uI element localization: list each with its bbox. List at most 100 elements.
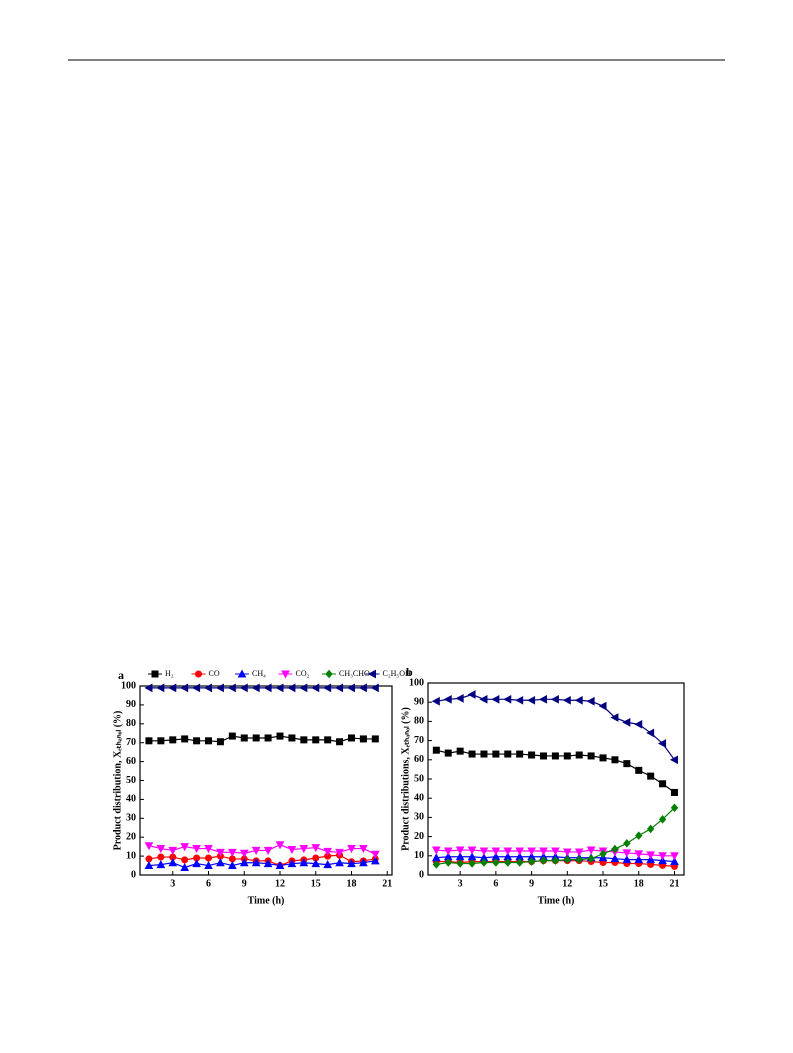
legend-marker	[195, 670, 202, 678]
marker	[347, 859, 356, 868]
marker	[144, 860, 154, 870]
x-tick-label: 3	[170, 878, 175, 889]
x-tick-label: 18	[634, 878, 644, 889]
marker	[527, 695, 536, 705]
x-axis-label: Time (h)	[248, 895, 285, 906]
x-tick-label: 3	[458, 878, 463, 889]
y-tick-label: 70	[414, 735, 424, 746]
marker	[550, 694, 559, 704]
y-tick-label: 10	[126, 850, 136, 861]
marker	[610, 713, 619, 722]
marker	[144, 842, 154, 851]
legend-label: H₂	[165, 669, 174, 678]
marker	[287, 683, 296, 693]
y-tick-label: 60	[126, 756, 136, 767]
marker	[251, 858, 261, 867]
marker	[347, 734, 355, 742]
marker	[358, 683, 367, 693]
marker	[287, 845, 297, 855]
legend-label: CO₂	[296, 669, 310, 678]
marker	[431, 846, 441, 855]
marker	[503, 847, 513, 856]
marker	[586, 846, 596, 855]
marker	[659, 780, 667, 788]
marker	[311, 683, 320, 693]
y-tick-label: 40	[414, 792, 424, 803]
y-tick-label: 100	[409, 677, 424, 688]
marker	[468, 750, 476, 758]
series-line	[436, 693, 675, 761]
marker	[587, 752, 595, 760]
marker	[669, 755, 678, 765]
marker	[371, 735, 379, 743]
marker	[611, 756, 619, 764]
marker	[455, 846, 465, 855]
legend-marker	[325, 669, 333, 679]
legend-marker	[151, 670, 159, 678]
marker	[215, 683, 224, 693]
marker	[239, 858, 249, 867]
marker	[145, 737, 153, 745]
marker	[228, 860, 237, 870]
marker	[359, 735, 367, 743]
marker	[455, 694, 464, 703]
marker	[168, 846, 178, 855]
marker	[370, 850, 380, 859]
x-tick-label: 6	[493, 878, 498, 889]
panel-label: a	[118, 668, 124, 682]
marker	[156, 845, 166, 854]
marker	[275, 841, 285, 850]
legend-marker	[237, 669, 247, 678]
y-tick-label: 60	[414, 754, 424, 765]
marker	[275, 860, 285, 870]
marker	[299, 858, 309, 867]
y-tick-label: 20	[414, 831, 424, 842]
marker	[634, 850, 644, 859]
marker	[370, 856, 380, 865]
marker	[263, 846, 273, 855]
marker	[634, 855, 644, 864]
marker	[562, 695, 571, 705]
marker	[527, 857, 536, 866]
marker	[168, 858, 178, 867]
marker	[491, 694, 500, 704]
y-tick-label: 30	[126, 813, 136, 824]
marker	[575, 751, 583, 759]
marker	[228, 848, 237, 857]
marker	[239, 849, 249, 858]
marker	[622, 849, 632, 858]
marker	[264, 734, 272, 742]
y-tick-label: 30	[414, 812, 424, 823]
marker	[311, 844, 321, 853]
marker	[504, 858, 512, 867]
marker	[300, 736, 308, 744]
marker	[287, 859, 297, 868]
marker	[359, 858, 368, 867]
marker	[181, 856, 189, 864]
marker	[670, 803, 679, 813]
marker	[275, 683, 284, 693]
marker	[240, 734, 248, 742]
marker	[562, 848, 572, 857]
x-tick-label: 18	[346, 878, 356, 889]
marker	[516, 858, 524, 867]
marker	[467, 846, 477, 855]
marker	[647, 772, 655, 780]
marker	[156, 683, 165, 693]
marker	[623, 839, 631, 848]
x-tick-label: 9	[529, 878, 534, 889]
marker	[574, 695, 583, 705]
x-tick-label: 21	[382, 878, 392, 889]
marker	[504, 750, 512, 758]
marker	[574, 848, 584, 857]
y-axis-label: Product distribution, Xₑₜₕₐₙₒₗ (%)	[112, 711, 123, 851]
marker	[516, 750, 524, 758]
marker	[216, 848, 225, 857]
legend-label: C₂H₅OH	[383, 669, 411, 678]
marker	[479, 847, 489, 856]
marker	[359, 845, 368, 854]
marker	[622, 718, 631, 727]
marker	[551, 752, 559, 760]
marker	[192, 845, 201, 854]
